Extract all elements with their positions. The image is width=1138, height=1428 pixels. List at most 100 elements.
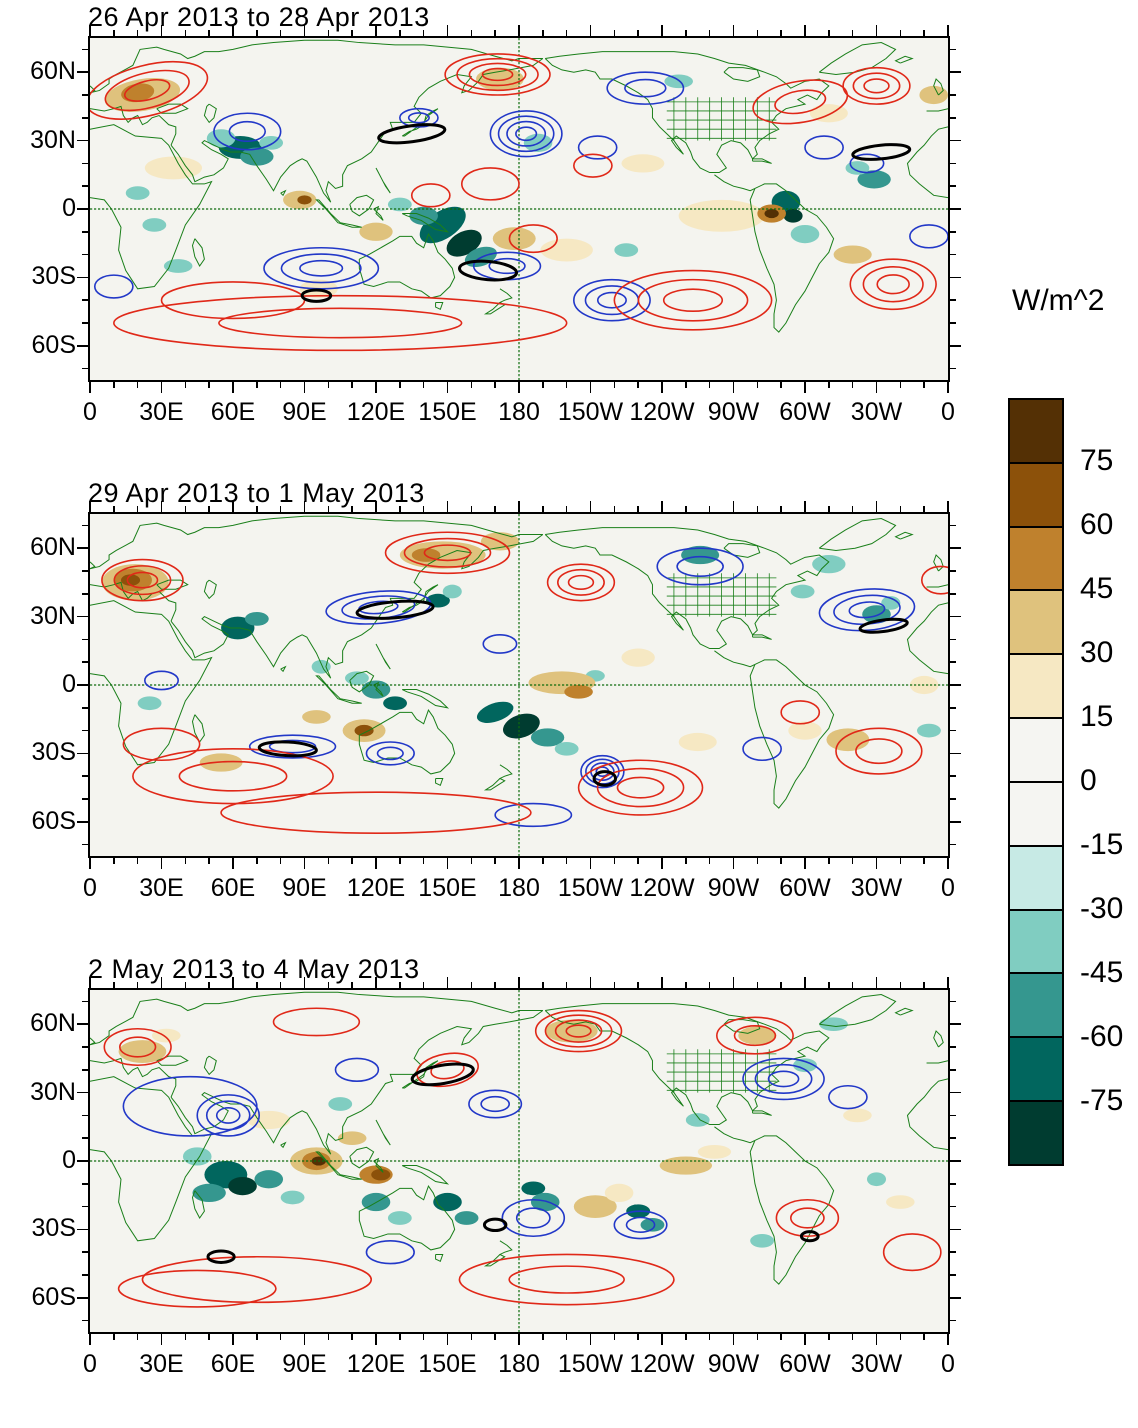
- axis-tick: [494, 982, 496, 988]
- axis-tick: [613, 982, 616, 988]
- axis-tick: [77, 1023, 88, 1025]
- axis-tick: [82, 1205, 88, 1208]
- colorbar-segment: [1010, 591, 1062, 656]
- axis-tick: [589, 858, 592, 869]
- axis-tick: [422, 382, 425, 388]
- map-frame: [88, 512, 950, 858]
- axis-tick: [327, 858, 330, 864]
- axis-tick: [89, 1334, 91, 1345]
- x-tick-label: 60E: [210, 398, 256, 426]
- axis-tick: [565, 506, 568, 512]
- axis-tick: [780, 858, 782, 864]
- axis-tick: [82, 798, 88, 800]
- axis-tick: [446, 977, 449, 988]
- x-tick-label: 120W: [629, 1350, 695, 1378]
- axis-tick: [542, 30, 544, 36]
- axis-tick: [589, 382, 592, 393]
- colorbar-segment: [1010, 1038, 1062, 1103]
- axis-tick: [89, 25, 91, 36]
- axis-tick: [136, 858, 139, 864]
- x-tick-label: 150E: [418, 398, 477, 426]
- axis-tick: [899, 30, 902, 36]
- colorbar-segment: [1010, 1102, 1062, 1164]
- axis-tick: [851, 1334, 854, 1340]
- axis-tick: [756, 30, 759, 36]
- axis-tick: [950, 162, 956, 165]
- axis-tick: [732, 25, 735, 36]
- x-tick-label: 30E: [139, 874, 184, 902]
- axis-tick: [851, 382, 854, 388]
- axis-tick: [82, 117, 88, 119]
- axis-tick: [542, 1334, 544, 1340]
- axis-tick: [113, 1334, 115, 1340]
- axis-tick: [708, 30, 711, 36]
- axis-tick: [82, 322, 88, 324]
- axis-tick: [399, 30, 401, 36]
- axis-tick: [82, 1137, 88, 1139]
- axis-tick: [77, 276, 88, 279]
- axis-tick: [446, 382, 449, 393]
- map-canvas: [90, 38, 948, 380]
- axis-tick: [950, 208, 961, 210]
- axis-tick: [77, 752, 88, 755]
- axis-tick: [113, 30, 115, 36]
- x-tick-label: 60W: [779, 398, 831, 426]
- axis-tick: [82, 1251, 88, 1253]
- map-canvas: [90, 514, 948, 856]
- axis-tick: [279, 982, 282, 988]
- axis-tick: [923, 382, 925, 388]
- axis-tick: [708, 382, 711, 388]
- x-tick-label: 0: [941, 1350, 955, 1378]
- y-tick-label: 30N: [30, 601, 76, 630]
- axis-tick: [950, 322, 956, 324]
- axis-tick: [685, 858, 687, 864]
- colorbar-tick-label: -45: [1080, 956, 1124, 989]
- axis-tick: [613, 382, 616, 388]
- x-tick-label: 30E: [139, 398, 184, 426]
- axis-tick: [422, 982, 425, 988]
- axis-tick: [947, 1334, 949, 1345]
- axis-tick: [82, 1114, 88, 1117]
- y-tick-label: 30N: [30, 1077, 76, 1106]
- axis-tick: [184, 30, 187, 36]
- axis-tick: [77, 547, 88, 549]
- colorbar-segment: [1010, 782, 1062, 847]
- axis-tick: [732, 977, 735, 988]
- axis-tick: [375, 977, 377, 988]
- axis-tick: [950, 139, 961, 142]
- axis-tick: [422, 506, 425, 512]
- axis-tick: [950, 524, 956, 527]
- axis-tick: [950, 615, 961, 618]
- y-tick-label: 60N: [30, 1009, 76, 1038]
- axis-tick: [82, 185, 88, 187]
- axis-tick: [899, 382, 902, 388]
- axis-tick: [542, 382, 544, 388]
- axis-tick: [470, 1334, 473, 1340]
- axis-tick: [851, 858, 854, 864]
- axis-tick: [756, 982, 759, 988]
- axis-tick: [950, 1000, 956, 1003]
- axis-tick: [950, 94, 956, 96]
- axis-tick: [232, 25, 234, 36]
- axis-tick: [637, 858, 639, 864]
- axis-tick: [160, 1334, 163, 1345]
- axis-tick: [208, 982, 210, 988]
- axis-tick: [732, 382, 735, 393]
- axis-tick: [82, 367, 88, 370]
- axis-tick: [184, 506, 187, 512]
- axis-tick: [804, 25, 806, 36]
- axis-tick: [950, 684, 961, 686]
- axis-tick: [661, 1334, 663, 1345]
- axis-tick: [923, 30, 925, 36]
- axis-tick: [518, 977, 520, 988]
- axis-tick: [470, 30, 473, 36]
- axis-tick: [950, 1205, 956, 1208]
- axis-tick: [89, 977, 91, 988]
- y-tick-label: 30N: [30, 125, 76, 154]
- axis-tick: [661, 858, 663, 869]
- y-tick-label: 30S: [31, 738, 76, 767]
- axis-tick: [950, 843, 956, 846]
- axis-tick: [947, 25, 949, 36]
- x-tick-label: 60E: [210, 874, 256, 902]
- axis-tick: [708, 858, 711, 864]
